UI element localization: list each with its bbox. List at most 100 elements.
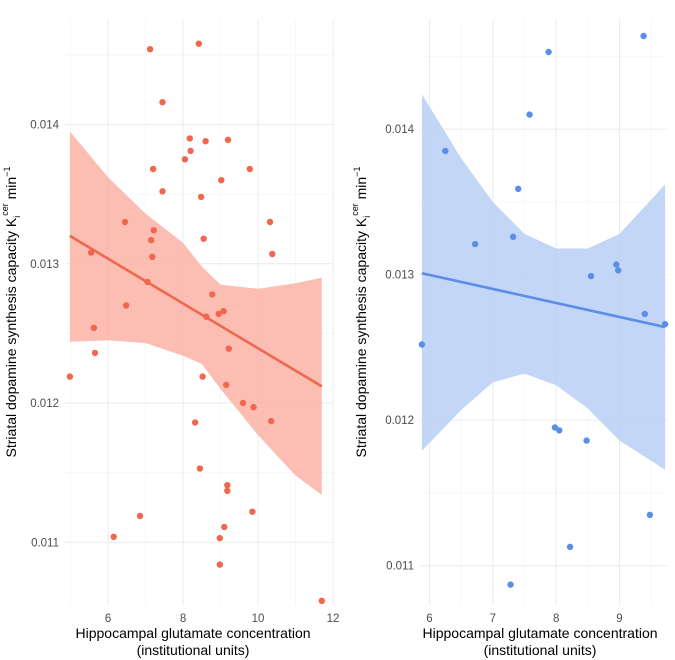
data-point: [269, 250, 276, 258]
data-point: [266, 218, 274, 226]
data-point: [91, 349, 99, 357]
data-point: [216, 561, 223, 568]
data-point: [200, 235, 207, 242]
data-point: [318, 597, 325, 604]
x-axis-title-line2: (institutional units): [137, 642, 250, 658]
data-point: [646, 511, 654, 518]
data-point: [150, 227, 157, 234]
x-tick-label: 6: [105, 613, 111, 625]
data-points: [66, 40, 325, 604]
y-axis-title-k: K: [353, 217, 369, 227]
x-tick-label: 8: [180, 613, 186, 625]
x-tick-label: 12: [327, 613, 340, 625]
data-point: [556, 427, 563, 434]
y-axis-title-unit: min: [3, 177, 19, 203]
data-point: [122, 302, 130, 309]
data-point: [224, 482, 231, 489]
data-point: [418, 341, 426, 348]
data-point: [209, 291, 216, 298]
data-point: [587, 272, 595, 280]
data-point: [641, 310, 648, 318]
data-point: [239, 399, 247, 407]
confidence-band: [421, 94, 666, 470]
data-point: [148, 236, 155, 244]
data-point: [250, 404, 257, 411]
x-tick-label: 7: [490, 613, 496, 625]
x-axis-title: Hippocampal glutamate concentration: [75, 625, 310, 641]
data-point: [509, 233, 517, 240]
data-point: [246, 165, 253, 173]
x-tick-label: 9: [616, 613, 622, 625]
y-tick-label: 0.012: [30, 398, 59, 410]
y-axis-title-text: Striatal dopamine synthesis capacity: [3, 227, 19, 457]
data-point: [223, 381, 230, 389]
y-axis-title-unit-sup: −1: [2, 167, 12, 177]
data-point: [90, 324, 98, 331]
data-point: [583, 437, 590, 444]
data-point: [218, 177, 225, 184]
data-point: [202, 138, 209, 145]
data-point: [249, 508, 256, 515]
x-axis-title: Hippocampal glutamate concentration: [422, 625, 657, 641]
data-point: [195, 40, 202, 47]
data-point: [613, 261, 620, 268]
data-point: [221, 523, 228, 531]
confidence-band: [69, 131, 322, 495]
data-point: [615, 267, 622, 274]
data-point: [121, 218, 129, 226]
data-point: [545, 48, 552, 56]
data-point: [149, 165, 157, 173]
data-point: [640, 32, 647, 40]
y-tick-label: 0.012: [385, 415, 414, 427]
data-point: [225, 345, 232, 352]
data-point: [191, 419, 199, 426]
data-points: [418, 32, 669, 588]
y-axis-title: Striatal dopamine synthesis capacity Kic…: [0, 167, 22, 458]
left-panel: 0.011 0.012 0.013 0.014 6 8 10 12 Hippocampal gl…: [0, 20, 339, 658]
y-tick-label: 0.013: [30, 259, 59, 271]
data-point: [181, 156, 189, 163]
y-axis-title-sup: cer: [0, 203, 10, 216]
y-axis-title-unit-sup: −1: [352, 167, 362, 177]
y-axis-title-sup: cer: [350, 203, 360, 216]
y-tick-label: 0.013: [385, 270, 414, 282]
data-point: [471, 240, 479, 248]
y-axis-title-k: K: [3, 217, 19, 227]
data-point: [110, 533, 117, 540]
data-point: [136, 512, 144, 520]
data-point: [224, 136, 232, 143]
regression-line: [421, 271, 666, 329]
data-point: [186, 135, 193, 142]
y-tick-label: 0.011: [386, 561, 414, 573]
data-point: [215, 310, 222, 318]
x-tick-label: 10: [252, 613, 265, 625]
data-point: [187, 147, 194, 155]
data-point: [526, 111, 533, 118]
data-point: [159, 99, 166, 106]
data-point: [515, 185, 522, 192]
x-axis-title-line2: (institutional units): [484, 642, 597, 658]
data-point: [146, 46, 154, 53]
x-tick-label: 6: [426, 613, 432, 625]
y-axis-title-sub: i: [12, 216, 22, 218]
regression-line: [69, 234, 323, 388]
data-point: [566, 543, 574, 550]
y-axis-title-unit: min: [353, 177, 369, 203]
data-point: [224, 487, 231, 494]
data-point: [66, 373, 74, 380]
y-axis-title-text: Striatal dopamine synthesis capacity: [353, 227, 369, 457]
data-point: [159, 188, 166, 195]
data-point: [199, 373, 206, 380]
data-point: [216, 534, 223, 542]
y-tick-label: 0.014: [385, 124, 414, 136]
data-point: [268, 417, 275, 425]
data-point: [197, 193, 205, 201]
y-tick-label: 0.014: [30, 119, 59, 131]
y-axis-title-sub: i: [362, 216, 372, 218]
y-tick-label: 0.011: [31, 537, 59, 549]
x-tick-label: 8: [553, 613, 559, 625]
data-point: [220, 307, 227, 315]
y-axis-title: Striatal dopamine synthesis capacity Kic…: [350, 167, 372, 458]
